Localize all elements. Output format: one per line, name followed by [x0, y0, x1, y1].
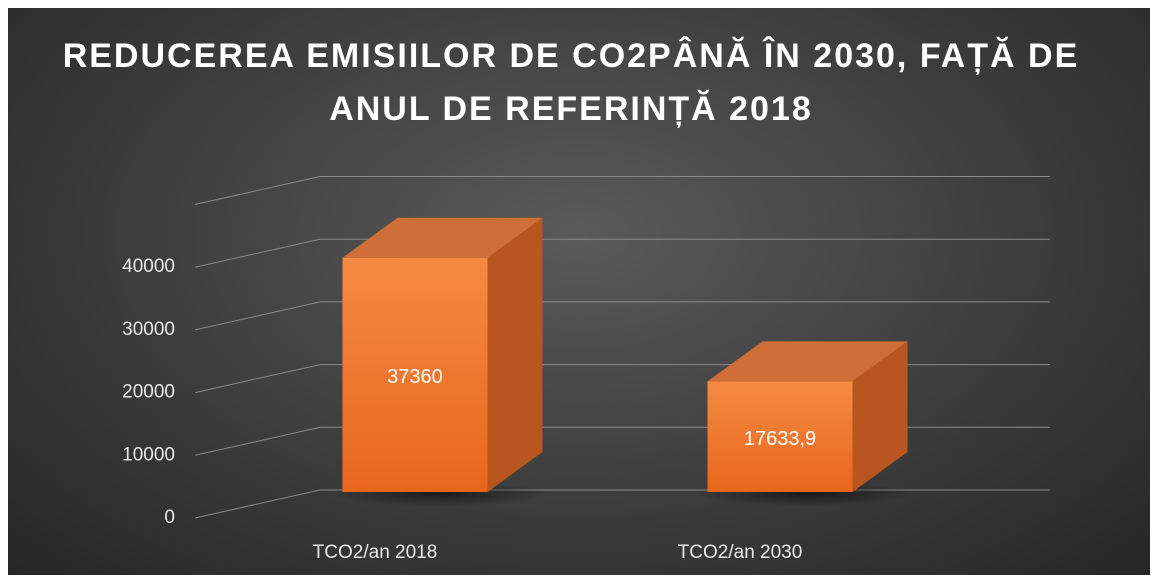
bar-side: [852, 341, 908, 492]
y-tick-label: 0: [164, 507, 175, 528]
bar: [342, 257, 488, 492]
y-tick-label: 10000: [122, 444, 175, 465]
bar: [707, 381, 853, 492]
grid-line: [194, 176, 321, 205]
y-tick-label: 40000: [122, 256, 175, 277]
x-tick-label: TCO2/an 2030: [678, 542, 803, 563]
chart-title: REDUCEREA EMISIILOR DE CO2PÂNĂ ÎN 2030, …: [62, 37, 1080, 128]
y-tick-label: 20000: [122, 382, 175, 403]
grid-line: [194, 238, 321, 268]
data-label: 17633,9: [744, 428, 816, 450]
grid-line: [194, 426, 321, 456]
chart-background: [8, 8, 1150, 575]
y-tick-label: 30000: [122, 319, 175, 340]
x-tick-label: TCO2/an 2018: [313, 542, 438, 563]
grid-line: [194, 364, 321, 394]
grid-line: [194, 301, 321, 331]
bar-side: [487, 217, 543, 492]
bar-top: [342, 217, 543, 258]
grid-line: [194, 489, 321, 519]
bar-top: [707, 341, 908, 382]
data-label: 37360: [387, 366, 443, 388]
